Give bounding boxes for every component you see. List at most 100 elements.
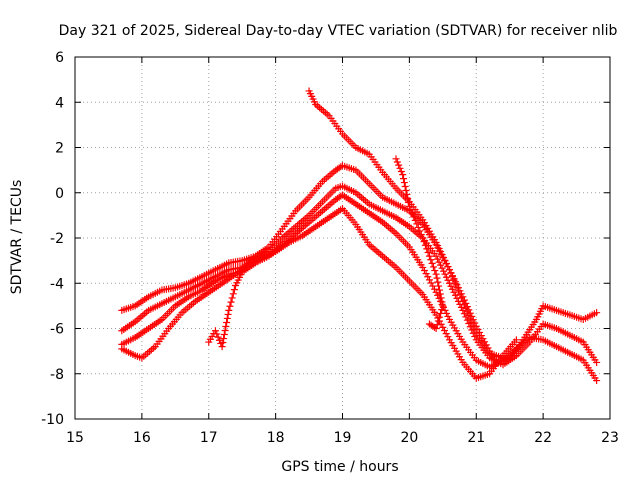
data-point	[427, 256, 435, 264]
data-point	[429, 282, 437, 290]
data-point	[444, 263, 452, 271]
data-point	[443, 309, 451, 317]
data-point	[227, 298, 235, 306]
data-point	[446, 266, 453, 274]
data-point	[221, 327, 229, 335]
data-point	[447, 282, 455, 290]
data-point	[469, 322, 477, 330]
data-point	[395, 161, 403, 169]
data-point	[466, 315, 474, 323]
data-point	[463, 308, 471, 316]
data-point	[593, 377, 601, 385]
chart-title: Day 321 of 2025, Sidereal Day-to-day VTE…	[59, 23, 618, 39]
data-point	[438, 251, 446, 259]
x-tick-label: 16	[133, 430, 151, 446]
data-point	[460, 301, 468, 309]
data-point	[442, 330, 450, 338]
data-point	[425, 276, 433, 284]
data-point	[435, 258, 443, 266]
chart-grid	[75, 57, 610, 419]
data-point	[434, 255, 442, 263]
data-point	[411, 216, 419, 224]
data-point	[400, 175, 408, 183]
y-tick-label: 2	[55, 141, 64, 157]
series-track-7	[392, 155, 447, 332]
data-point	[219, 339, 227, 347]
data-point	[413, 220, 421, 228]
data-point	[421, 241, 429, 249]
data-point	[392, 155, 400, 163]
x-tick-label: 15	[66, 430, 84, 446]
y-tick-label: -2	[50, 231, 64, 247]
data-point	[228, 294, 236, 302]
data-point	[432, 252, 440, 260]
series-track-3	[118, 191, 601, 385]
data-point	[419, 234, 427, 242]
data-point	[471, 326, 479, 334]
data-point	[417, 230, 425, 238]
y-tick-label: 0	[55, 186, 64, 202]
data-point	[439, 323, 447, 331]
data-point	[419, 263, 427, 271]
x-tick-label: 20	[400, 430, 418, 446]
data-point	[401, 183, 409, 191]
data-point	[450, 288, 458, 296]
data-point	[463, 316, 471, 324]
data-point	[405, 198, 413, 206]
data-point	[414, 223, 422, 231]
x-tick-label: 23	[601, 430, 619, 446]
data-point	[441, 257, 449, 265]
data-point	[429, 263, 437, 271]
data-point	[459, 297, 467, 305]
data-point	[427, 279, 435, 287]
data-point	[446, 279, 453, 287]
data-point	[222, 322, 230, 330]
data-point	[432, 239, 440, 247]
data-series	[118, 87, 601, 385]
data-point	[393, 158, 401, 166]
data-point	[399, 171, 407, 179]
data-point	[462, 313, 470, 321]
data-point	[218, 343, 226, 351]
data-point	[448, 285, 456, 293]
data-point	[230, 286, 238, 294]
data-point	[456, 290, 464, 298]
data-point	[434, 242, 442, 250]
x-tick-labels: 15 16 17 18 19 20 21 22 23	[66, 430, 619, 446]
data-point	[428, 259, 436, 267]
series-track-5	[205, 268, 246, 351]
data-point	[238, 268, 246, 276]
data-point	[593, 358, 601, 366]
data-point	[453, 283, 461, 291]
series-track-4	[118, 205, 520, 382]
data-point	[435, 245, 443, 253]
data-point	[444, 312, 452, 320]
data-point	[451, 291, 459, 299]
y-axis-label: SDTVAR / TECUs	[9, 180, 25, 295]
data-point	[424, 273, 432, 281]
data-point	[425, 252, 433, 260]
data-point	[220, 331, 228, 339]
data-point	[465, 311, 473, 319]
x-axis-label: GPS time / hours	[281, 459, 398, 475]
data-point	[437, 248, 445, 256]
data-point	[434, 278, 442, 286]
axis-ticks	[74, 56, 611, 420]
x-tick-label: 17	[200, 430, 218, 446]
data-point	[404, 194, 412, 202]
data-point	[441, 306, 449, 314]
data-point	[468, 318, 476, 326]
data-point	[223, 314, 231, 322]
data-point	[211, 327, 219, 335]
data-point	[396, 164, 404, 172]
data-point	[400, 179, 408, 187]
data-point	[402, 186, 410, 194]
data-point	[512, 336, 520, 344]
data-point	[462, 304, 470, 312]
data-point	[444, 276, 452, 284]
data-point	[407, 206, 415, 214]
data-point	[434, 317, 442, 325]
data-point	[438, 306, 446, 314]
data-point	[436, 290, 444, 298]
data-point	[466, 323, 474, 331]
